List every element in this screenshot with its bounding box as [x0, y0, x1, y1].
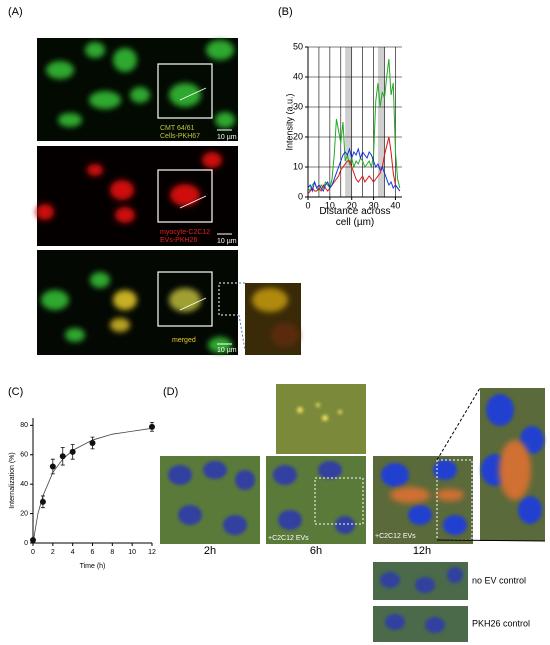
x-tick-label: 10 — [325, 200, 335, 210]
micrograph-d — [160, 384, 546, 642]
caption: myocyte-C2C12 — [160, 229, 210, 236]
micrograph-red — [36, 146, 238, 246]
data-point — [89, 440, 96, 446]
caption: +C2C12 EVs — [268, 535, 309, 542]
data-point — [149, 423, 155, 430]
caption: EVs-PKH26 — [160, 237, 197, 244]
panel-label: (B) — [278, 6, 293, 18]
series-line — [307, 147, 401, 193]
x-tick-label: 30 — [369, 200, 379, 210]
scale-bar-label: 10 µm — [217, 238, 237, 245]
control-label: PKH26 control — [472, 618, 530, 628]
scale-bar-label: 10 µm — [217, 347, 237, 354]
x-tick-label: 8 — [110, 549, 114, 556]
data-point — [59, 453, 66, 460]
caption: merged — [172, 337, 196, 344]
panel-label: (C) — [8, 386, 23, 398]
x-tick-label: 10 — [128, 549, 136, 556]
x-axis-title: Time (h) — [80, 563, 106, 570]
y-tick-label: 40 — [20, 481, 28, 488]
time-label: 12h — [413, 545, 431, 557]
x-axis-title-box: Distance across cell (µm) — [319, 206, 391, 228]
highlight-band — [345, 47, 352, 197]
highlight-band — [377, 47, 385, 197]
x-tick-label: 20 — [347, 200, 357, 210]
y-tick-label: 0 — [24, 540, 28, 547]
fit-curve — [32, 427, 153, 544]
scale-bar-label: 10 µm — [217, 134, 237, 141]
y-tick-label: 20 — [293, 131, 303, 141]
time-label: 2h — [204, 545, 216, 557]
y-tick-label: 80 — [20, 422, 28, 429]
caption: +C2C12 EVs — [375, 533, 416, 540]
x-tick-label: 40 — [390, 200, 400, 210]
time-label: 6h — [310, 545, 322, 557]
x-tick-label: 2 — [51, 549, 55, 556]
x-tick-label: 12 — [148, 549, 156, 556]
data-point — [69, 448, 76, 455]
y-tick-label: 50 — [293, 41, 303, 51]
data-point — [39, 498, 46, 505]
y-tick-label: 10 — [293, 161, 303, 171]
x-axis-title: Distance across cell (µm) — [319, 206, 391, 228]
caption: CMT 64/61 — [160, 125, 195, 132]
panel-label: (D) — [163, 386, 178, 398]
y-axis-title: Intensity (a.u.) — [284, 93, 294, 150]
x-tick-label: 6 — [91, 549, 95, 556]
y-tick-label: 30 — [293, 101, 303, 111]
y-tick-label: 40 — [293, 71, 303, 81]
series-line — [307, 136, 401, 195]
x-tick-label: 0 — [31, 549, 35, 556]
data-point — [49, 463, 56, 470]
y-tick-label: 20 — [20, 510, 28, 517]
x-tick-label: 4 — [71, 549, 75, 556]
y-tick-label: 60 — [20, 452, 28, 459]
panel-label: (A) — [8, 6, 23, 18]
caption: Cells-PKH67 — [160, 133, 200, 140]
control-label: no EV control — [472, 575, 526, 585]
y-axis-title: Internalization (%) — [9, 452, 16, 508]
micrograph-green — [37, 38, 238, 141]
data-point — [30, 537, 36, 544]
x-tick-label: 0 — [305, 200, 310, 210]
micrograph-merged — [37, 250, 301, 355]
y-tick-label: 0 — [298, 191, 303, 201]
series-line — [307, 58, 401, 193]
